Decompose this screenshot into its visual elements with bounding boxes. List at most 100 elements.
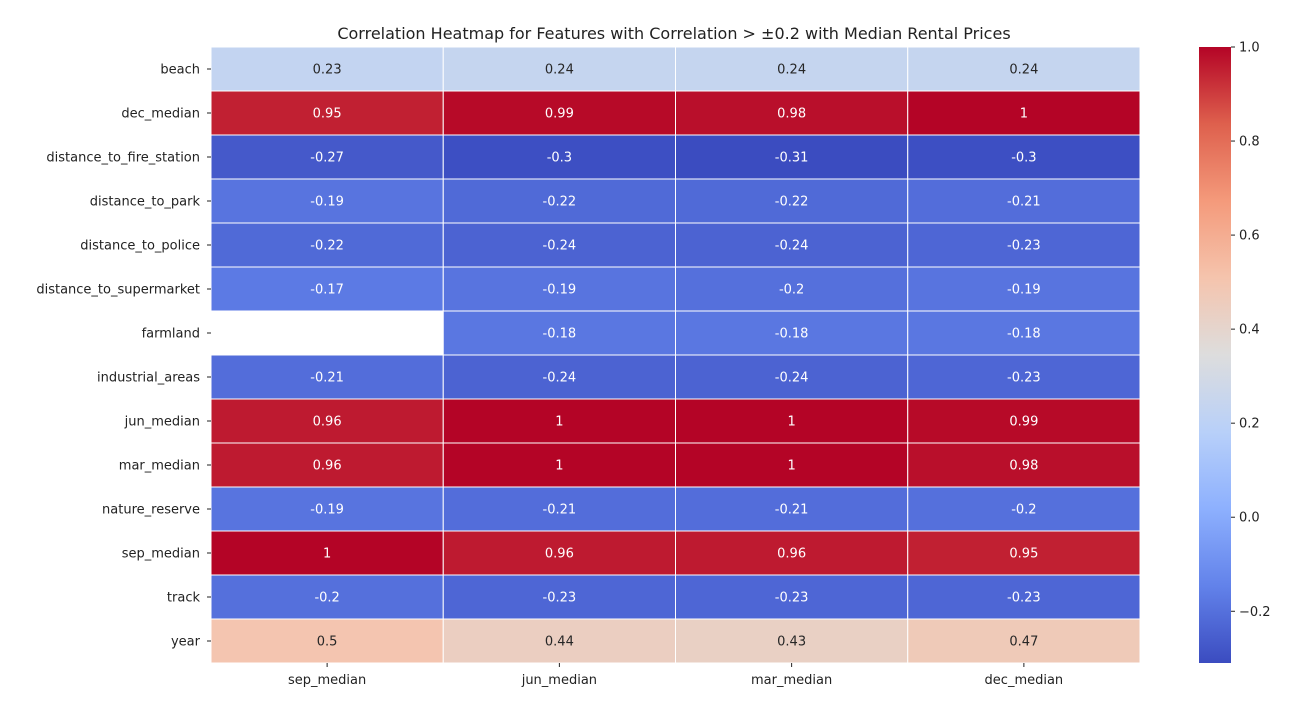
row-label: farmland bbox=[142, 327, 200, 342]
cell-value-label: -0.23 bbox=[1007, 591, 1041, 606]
cell-value-label: -0.24 bbox=[775, 371, 809, 386]
heatmap-cell bbox=[442, 310, 676, 356]
heatmap-cell bbox=[907, 178, 1141, 224]
cell-value-label: -0.22 bbox=[775, 195, 809, 210]
cell-value-label: -0.23 bbox=[1007, 371, 1041, 386]
cell-value-label: -0.31 bbox=[775, 151, 809, 166]
column-label: dec_median bbox=[985, 673, 1064, 688]
heatmap-cell bbox=[675, 486, 909, 532]
heatmap-cell bbox=[442, 222, 676, 268]
cell-value-label: 0.96 bbox=[777, 547, 806, 562]
heatmap-cell bbox=[675, 266, 909, 312]
colorbar: −0.2 0.0 0.2 0.4 0.6 0.8 1.0 bbox=[1199, 41, 1271, 663]
heatmap-cell bbox=[907, 90, 1141, 136]
cell-value-label: -0.22 bbox=[543, 195, 577, 210]
heatmap-cell bbox=[907, 310, 1141, 356]
heatmap-cell bbox=[442, 46, 676, 92]
heatmap-cell bbox=[907, 442, 1141, 488]
heatmap-cell bbox=[675, 442, 909, 488]
colorbar-tick-label: −0.2 bbox=[1239, 605, 1271, 620]
cell-value-label: -0.22 bbox=[310, 239, 344, 254]
colorbar-tick-label: 0.2 bbox=[1239, 417, 1260, 432]
heatmap-cell bbox=[210, 266, 444, 312]
cell-value-label: 1 bbox=[1020, 107, 1028, 122]
heatmap-cell bbox=[675, 222, 909, 268]
colorbar-tick-label: 0.6 bbox=[1239, 229, 1260, 244]
heatmap-cell bbox=[442, 574, 676, 620]
cell-value-label: 0.99 bbox=[1009, 415, 1038, 430]
colorbar-tick-label: 0.0 bbox=[1239, 511, 1260, 526]
heatmap-cells: 0.23 0.24 0.24 0.24 0.95 0.99 0.98 1 -0.27 -0.3 -0… bbox=[210, 46, 1141, 664]
heatmap-cell bbox=[907, 134, 1141, 180]
cell-value-label: -0.2 bbox=[1011, 503, 1036, 518]
cell-value-label: -0.27 bbox=[310, 151, 344, 166]
cell-value-label: 0.24 bbox=[545, 63, 574, 78]
cell-value-label: 0.24 bbox=[1009, 63, 1038, 78]
cell-value-label: 0.44 bbox=[545, 635, 574, 650]
cell-value-label: 0.95 bbox=[1009, 547, 1038, 562]
cell-value-label: -0.19 bbox=[1007, 283, 1041, 298]
cell-value-label: -0.2 bbox=[779, 283, 804, 298]
heatmap-cell bbox=[907, 618, 1141, 664]
cell-value-label: -0.17 bbox=[310, 283, 344, 298]
cell-value-label: -0.21 bbox=[543, 503, 577, 518]
colorbar-tick-label: 0.8 bbox=[1239, 135, 1260, 150]
row-label: sep_median bbox=[122, 547, 200, 562]
row-label: jun_median bbox=[124, 415, 200, 430]
cell-value-label: 0.96 bbox=[545, 547, 574, 562]
heatmap-cell bbox=[907, 222, 1141, 268]
cell-value-label: 0.96 bbox=[313, 459, 342, 474]
heatmap-cell bbox=[907, 354, 1141, 400]
row-label: distance_to_fire_station bbox=[46, 151, 200, 166]
heatmap-cell bbox=[442, 442, 676, 488]
cell-value-label: 0.5 bbox=[317, 635, 338, 650]
row-label: year bbox=[171, 635, 201, 650]
heatmap-cell bbox=[210, 442, 444, 488]
cell-value-label: 1 bbox=[323, 547, 331, 562]
cell-value-label: 1 bbox=[787, 415, 795, 430]
cell-value-label: 0.98 bbox=[777, 107, 806, 122]
cell-value-label: 0.47 bbox=[1009, 635, 1038, 650]
heatmap-cell bbox=[675, 574, 909, 620]
cell-value-label: -0.19 bbox=[543, 283, 577, 298]
cell-value-label: -0.23 bbox=[775, 591, 809, 606]
cell-value-label: 0.43 bbox=[777, 635, 806, 650]
cell-value-label: 0.95 bbox=[313, 107, 342, 122]
heatmap-cell bbox=[442, 134, 676, 180]
heatmap-cell bbox=[210, 486, 444, 532]
cell-value-label: -0.19 bbox=[310, 195, 344, 210]
cell-value-label: -0.24 bbox=[543, 239, 577, 254]
heatmap-cell bbox=[675, 46, 909, 92]
cell-value-label: -0.2 bbox=[314, 591, 339, 606]
heatmap-cell bbox=[907, 574, 1141, 620]
heatmap-cell bbox=[907, 530, 1141, 576]
row-label: distance_to_police bbox=[80, 239, 200, 254]
cell-value-label: 1 bbox=[555, 415, 563, 430]
heatmap-cell bbox=[210, 574, 444, 620]
cell-value-label: -0.18 bbox=[775, 327, 809, 342]
heatmap-cell bbox=[442, 530, 676, 576]
cell-value-label: 0.98 bbox=[1009, 459, 1038, 474]
colorbar-tick-label: 1.0 bbox=[1239, 41, 1260, 56]
cell-value-label: -0.23 bbox=[1007, 239, 1041, 254]
heatmap-cell bbox=[907, 46, 1141, 92]
heatmap-cell bbox=[210, 354, 444, 400]
cell-value-label: 1 bbox=[787, 459, 795, 474]
row-label: distance_to_park bbox=[90, 195, 201, 210]
cell-value-label: -0.3 bbox=[547, 151, 572, 166]
heatmap-cell bbox=[210, 46, 444, 92]
heatmap-cell bbox=[442, 266, 676, 312]
colorbar-tick-label: 0.4 bbox=[1239, 323, 1260, 338]
column-label: mar_median bbox=[751, 673, 832, 688]
row-label: nature_reserve bbox=[102, 503, 200, 518]
heatmap-cell bbox=[442, 354, 676, 400]
row-label: industrial_areas bbox=[97, 371, 200, 386]
cell-value-label: -0.21 bbox=[775, 503, 809, 518]
column-labels: sep_median jun_median mar_median dec_median bbox=[288, 663, 1063, 688]
column-label: sep_median bbox=[288, 673, 366, 688]
row-label: dec_median bbox=[121, 107, 200, 122]
chart-title: Correlation Heatmap for Features with Co… bbox=[337, 24, 1010, 43]
row-label: beach bbox=[160, 63, 200, 78]
cell-value-label: -0.24 bbox=[543, 371, 577, 386]
